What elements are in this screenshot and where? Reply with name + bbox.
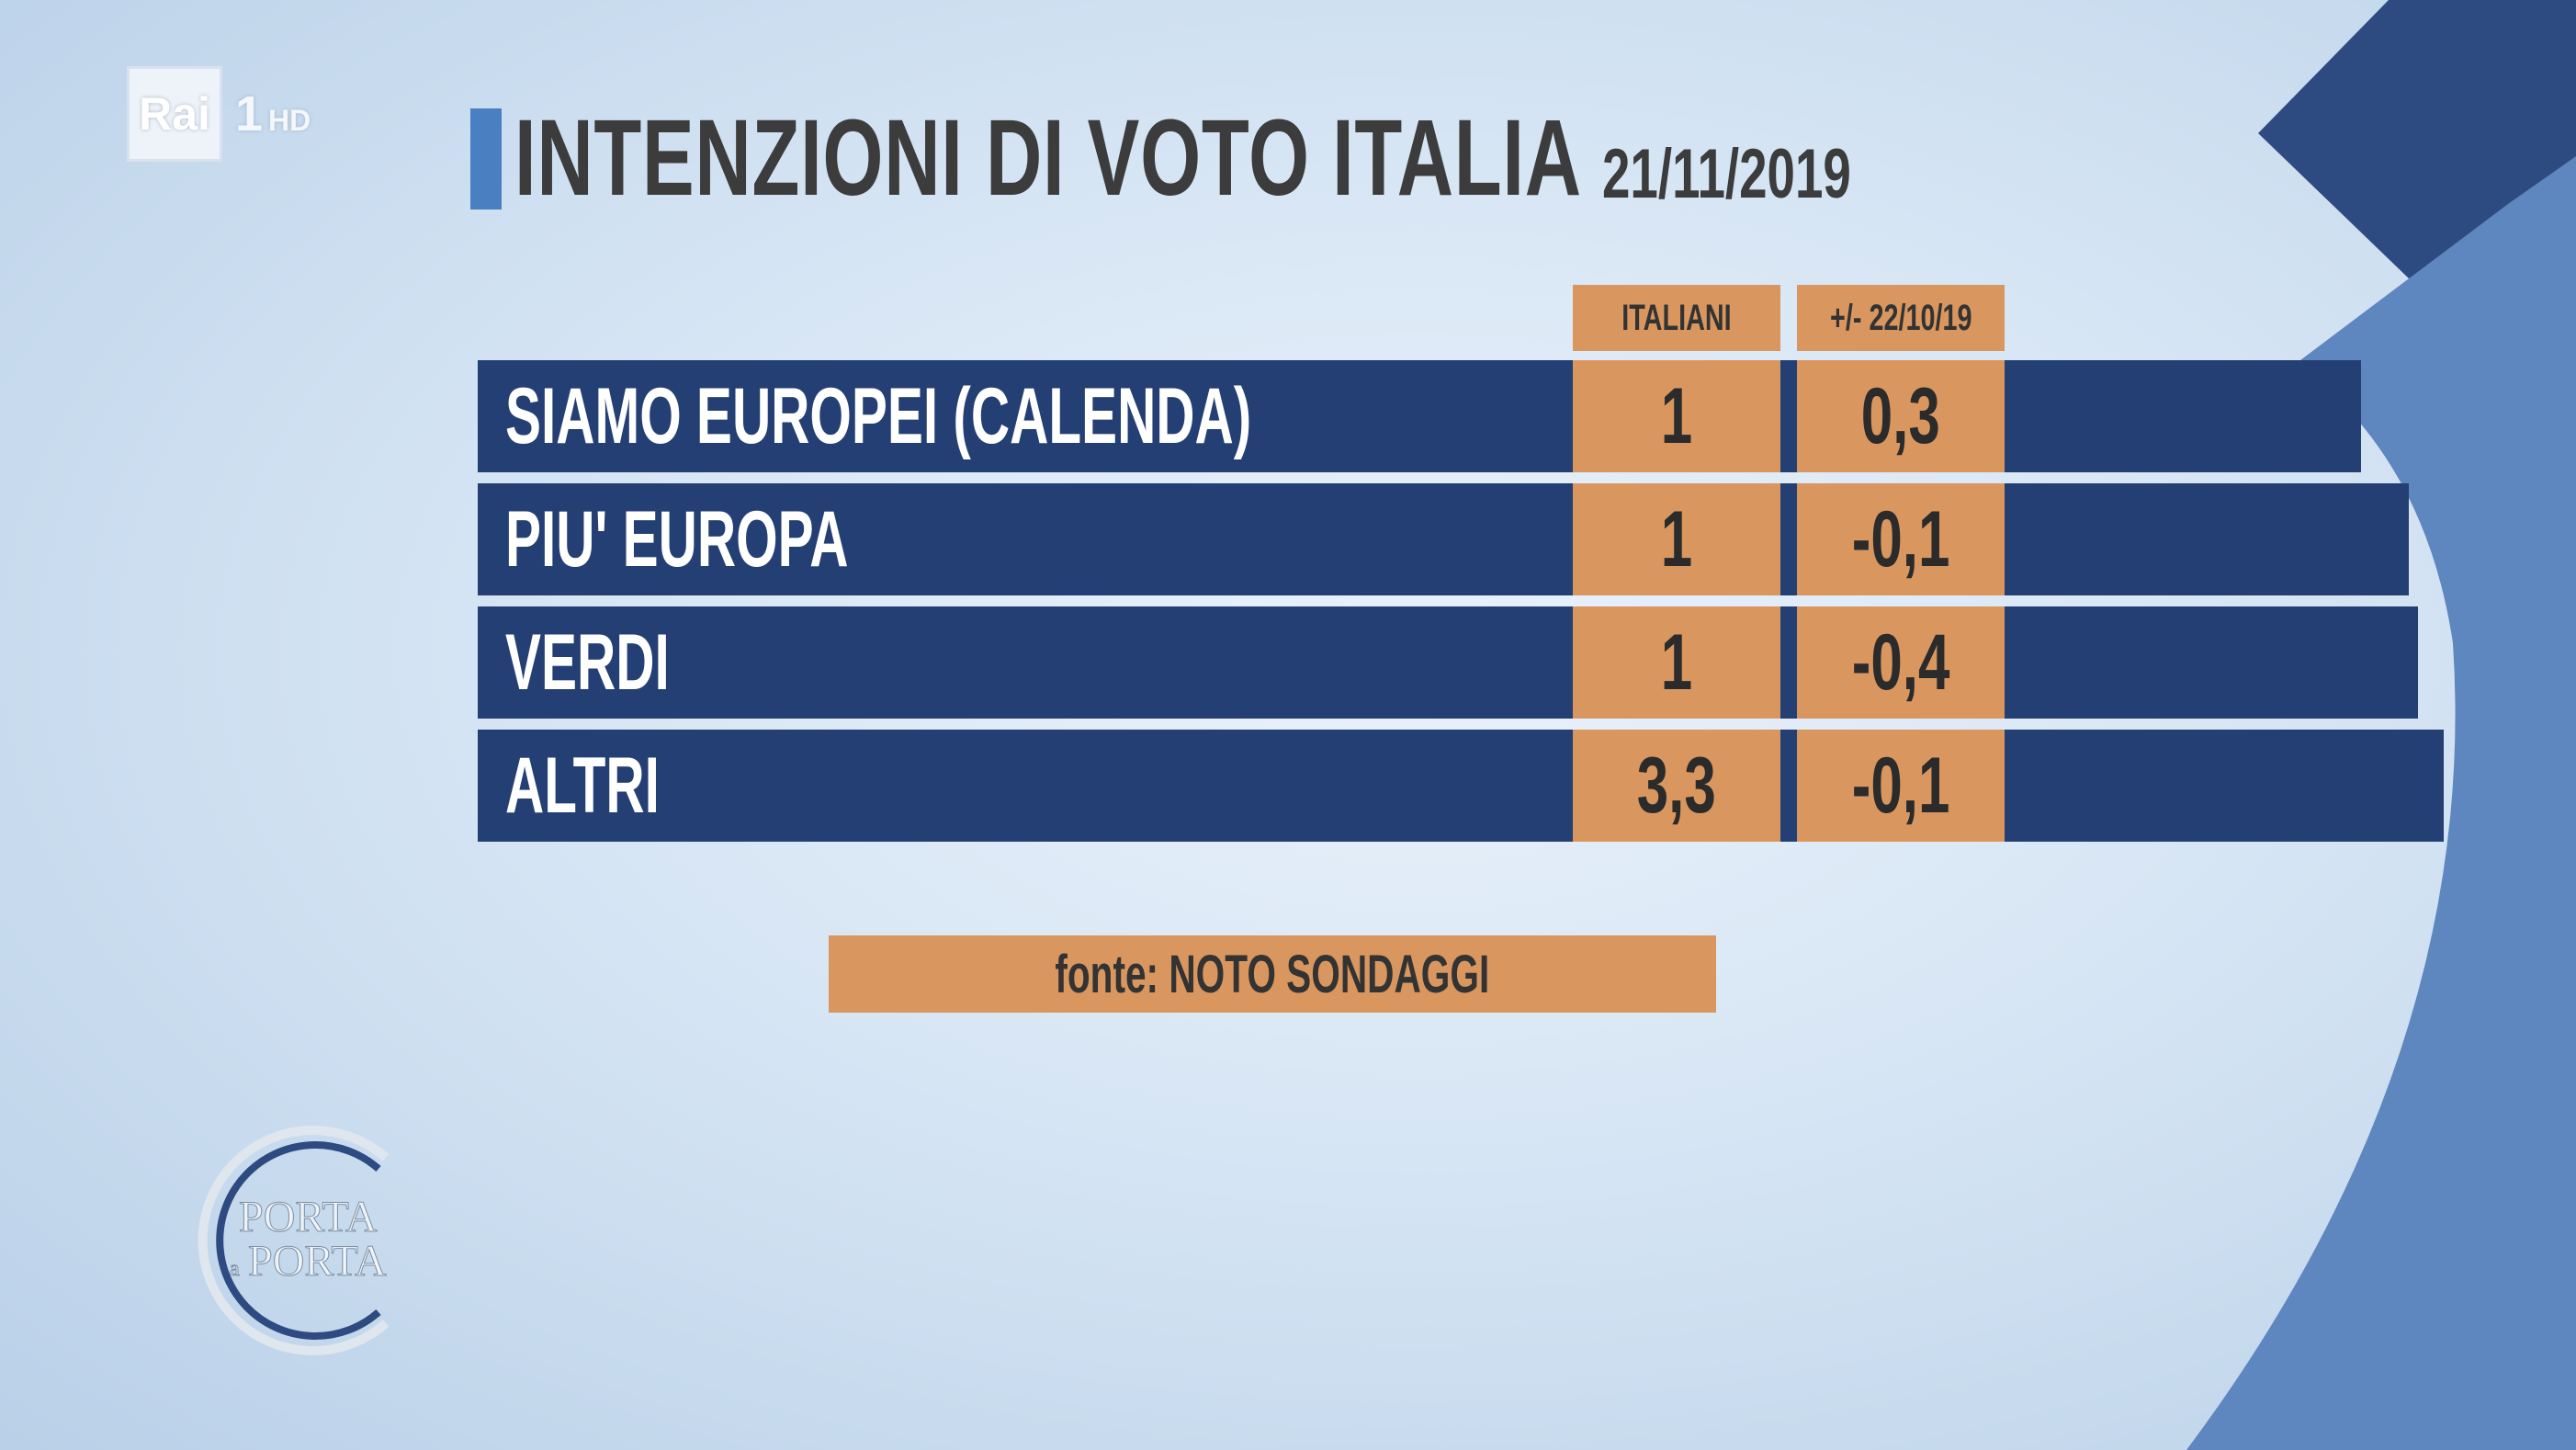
value-text: 3,3 (1636, 741, 1717, 830)
title-accent-bar (470, 108, 502, 210)
change-text: -0,1 (1851, 494, 1950, 583)
value-cell: 1 (1573, 483, 1780, 595)
value-cell: 3,3 (1573, 730, 1780, 842)
value-text: 1 (1660, 494, 1693, 583)
row-label: VERDI (505, 618, 670, 707)
value-cell: 1 (1573, 360, 1780, 472)
value-text: 1 (1660, 371, 1693, 460)
change-cell: -0,4 (1797, 606, 2005, 719)
table-row: VERDI 1 -0,4 (478, 606, 2418, 719)
table-row: SIAMO EUROPEI (CALENDA) 1 0,3 (478, 360, 2361, 472)
show-logo-connector: a (230, 1257, 240, 1281)
change-cell: -0,1 (1797, 730, 2005, 842)
column-header-label: +/- 22/10/19 (1829, 297, 1972, 338)
show-logo-line1: PORTA (239, 1193, 378, 1241)
column-header-italiani: ITALIANI (1573, 285, 1780, 351)
change-text: -0,1 (1851, 741, 1950, 830)
value-text: 1 (1660, 617, 1693, 707)
row-label: ALTRI (505, 742, 660, 830)
column-header-label: ITALIANI (1621, 297, 1732, 338)
table-row: PIU' EUROPA 1 -0,1 (478, 483, 2409, 595)
change-cell: -0,1 (1797, 483, 2005, 595)
chart-title: INTENZIONI DI VOTO ITALIA (514, 97, 1582, 219)
column-header-change: +/- 22/10/19 (1797, 285, 2005, 351)
channel-logo: Rai 1 HD (127, 66, 311, 162)
chart-date: 21/11/2019 (1602, 135, 1851, 213)
cell-divider (1782, 730, 1791, 842)
rai-logo-box: Rai (127, 66, 222, 162)
table-row: ALTRI 3,3 -0,1 (478, 730, 2444, 842)
rai-brand: Rai (139, 88, 210, 140)
source-text: fonte: NOTO SONDAGGI (1055, 944, 1490, 1004)
channel-number: 1 (235, 86, 264, 142)
deco-arc-light (2186, 156, 2576, 1450)
cell-divider (1782, 483, 1791, 595)
hd-badge: HD (268, 103, 311, 137)
cell-divider (1782, 360, 1791, 472)
change-text: 0,3 (1860, 371, 1941, 460)
cell-divider (1782, 606, 1791, 719)
row-label: SIAMO EUROPEI (CALENDA) (505, 372, 1252, 460)
change-cell: 0,3 (1797, 360, 2005, 472)
source-label: fonte: NOTO SONDAGGI (829, 935, 1716, 1013)
row-label: PIU' EUROPA (505, 495, 849, 583)
value-cell: 1 (1573, 606, 1780, 719)
change-text: -0,4 (1851, 617, 1950, 707)
porta-a-porta-logo: PORTA a PORTA (198, 1126, 390, 1355)
show-logo-line2: PORTA (248, 1237, 387, 1286)
